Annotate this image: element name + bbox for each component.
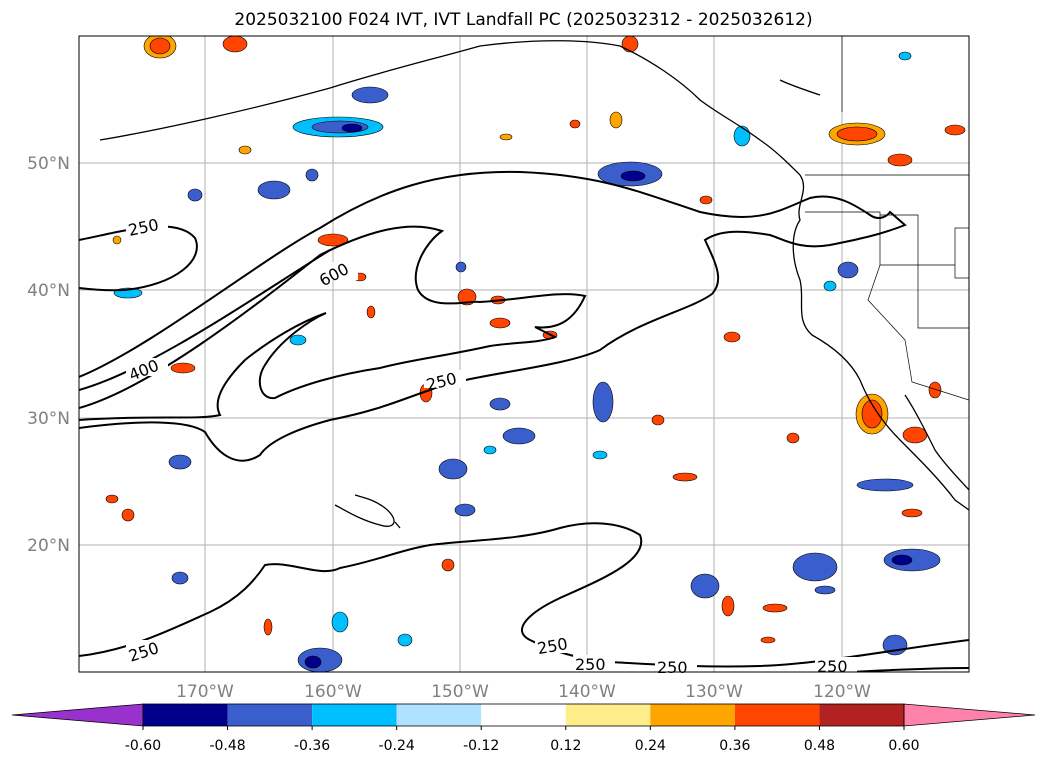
colorbar-tick-labels: -0.60 -0.48 -0.36 -0.24 -0.12 0.12 0.24 0.36 0.4… <box>125 726 920 754</box>
ivt-600-contour <box>79 249 331 391</box>
colorbar-segment <box>312 704 397 726</box>
colorbar-segment <box>819 704 904 726</box>
colorbar-segment <box>734 704 820 726</box>
ivt-250-contour-main <box>79 170 907 462</box>
colorbar-tick-label: -0.60 <box>125 738 161 754</box>
negative-pc-areas <box>113 51 941 672</box>
lon-label: 120°W <box>813 682 871 702</box>
colorbar-tick-label: -0.24 <box>379 738 415 754</box>
colorbar-segment <box>650 704 735 726</box>
colorbar-extend-low <box>11 703 144 727</box>
colorbar-tick-label: 0.48 <box>804 738 835 754</box>
lon-label: 150°W <box>431 682 489 702</box>
colorbar-segment <box>143 704 228 726</box>
colorbar-extend-high <box>903 703 1036 727</box>
positive-pc-areas <box>105 36 966 644</box>
ivt-250-contour-southeast <box>849 667 969 672</box>
lat-label: 30°N <box>27 409 70 429</box>
contour-label: 250 <box>817 657 848 676</box>
lon-label: 170°W <box>176 682 234 702</box>
lon-label: 140°W <box>558 682 616 702</box>
contour-labels: 250 600 400 250 250 250 250 250 250 <box>126 215 857 677</box>
colorbar-segment <box>565 704 651 726</box>
colorbar-tick-label: -0.36 <box>294 738 330 754</box>
colorbar-segment <box>227 704 313 726</box>
contour-label: 250 <box>657 658 688 677</box>
colorbar-tick-label: -0.48 <box>209 738 245 754</box>
colorbar: -0.60 -0.48 -0.36 -0.24 -0.12 0.12 0.24 0.36 0.4… <box>11 703 1036 754</box>
lon-label: 130°W <box>685 682 743 702</box>
coastlines <box>99 40 969 529</box>
colorbar-outline <box>142 703 905 727</box>
contour-label: 250 <box>575 655 606 674</box>
lat-label: 20°N <box>27 536 70 556</box>
lat-label: 40°N <box>27 281 70 301</box>
map-title: 2025032100 F024 IVT, IVT Landfall PC (20… <box>234 10 813 30</box>
plot-frame <box>78 35 970 673</box>
gridlines <box>79 36 969 672</box>
lon-label: 160°W <box>304 682 362 702</box>
colorbar-tick-label: 0.60 <box>888 738 919 754</box>
colorbar-tick-label: 0.12 <box>550 738 581 754</box>
colorbar-segments <box>11 703 1036 727</box>
longitude-labels: 170°W 160°W 150°W 140°W 130°W 120°W <box>176 682 871 702</box>
colorbar-tick-label: -0.12 <box>463 738 499 754</box>
colorbar-tick-label: 0.24 <box>635 738 666 754</box>
colorbar-tick-label: 0.36 <box>719 738 750 754</box>
latitude-labels: 50°N 40°N 30°N 20°N <box>27 154 70 556</box>
colorbar-segment <box>481 704 566 726</box>
ivt-400-contour <box>79 225 587 421</box>
borders <box>805 36 969 401</box>
lat-label: 50°N <box>27 154 70 174</box>
colorbar-segment <box>396 704 482 726</box>
